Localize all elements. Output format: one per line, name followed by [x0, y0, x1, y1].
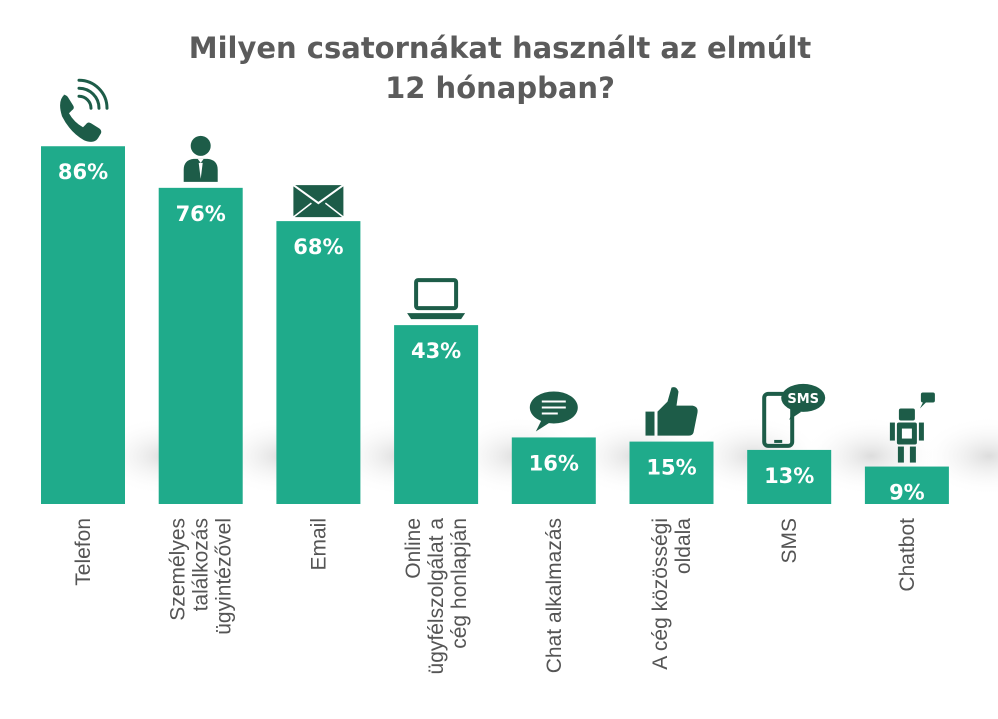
bar: [158, 187, 243, 504]
chart-title-line-2: 12 hónapban?: [385, 71, 615, 105]
value-label: 16%: [529, 451, 579, 475]
value-label: 15%: [646, 456, 696, 480]
category-label: Chatbot: [896, 518, 919, 592]
category-label: Chat alkalmazás: [543, 518, 566, 673]
category-label-line: oldala: [672, 518, 695, 574]
category-label: Online ügyfélszolgálat a cég honlapján: [402, 518, 471, 675]
category-label-line: Személyes: [167, 518, 190, 621]
phone-icon: [60, 78, 109, 142]
category-label-line: A cég közösségi: [649, 518, 672, 670]
chart-title-line-1: Milyen csatornákat használt az elmúlt: [188, 31, 812, 65]
value-label: 9%: [889, 481, 925, 505]
sms-icon-text: SMS: [787, 392, 819, 407]
value-label: 43%: [411, 339, 461, 363]
category-label: Telefon: [72, 518, 95, 586]
category-label-line: cég honlapján: [448, 518, 471, 649]
bar: [41, 146, 125, 505]
value-label: 76%: [176, 202, 226, 226]
bars-layer: [41, 146, 949, 505]
bar: [394, 325, 479, 504]
value-label: 13%: [764, 464, 814, 488]
category-label-line: Online: [402, 518, 425, 579]
category-label-line: ügyintézővel: [213, 518, 236, 635]
labels-layer: 86% Telefon 76% Személyes találkozás ügyintéz…: [58, 160, 925, 674]
person-icon: [183, 135, 218, 182]
category-label: A cég közösségi oldala: [649, 518, 695, 670]
category-label-line: Email: [307, 518, 330, 571]
category-label-line: ügyfélszolgálat a: [425, 518, 448, 675]
bar: [629, 441, 714, 504]
category-label-line: Chat alkalmazás: [543, 518, 566, 673]
category-label-line: Telefon: [72, 518, 95, 586]
category-label-line: SMS: [778, 518, 801, 564]
category-label: Email: [307, 518, 330, 571]
envelope-icon: [292, 184, 344, 218]
value-label: 86%: [58, 160, 108, 184]
chart-title: Milyen csatornákat használt az elmúlt 12…: [150, 28, 850, 108]
category-label: Személyes találkozás ügyintézővel: [167, 518, 236, 635]
thumbs-up-icon: [645, 387, 698, 436]
value-label: 68%: [293, 235, 343, 259]
category-label-line: Chatbot: [896, 518, 919, 592]
sms-phone-icon: SMS: [762, 383, 826, 448]
robot-icon: [889, 392, 935, 463]
bar: [511, 437, 596, 504]
chat-bubble-icon: [529, 391, 578, 432]
bar: [747, 449, 832, 504]
icons-layer: SMS: [60, 78, 935, 463]
category-label: SMS: [778, 518, 801, 564]
laptop-icon: [407, 278, 466, 320]
bar: [864, 466, 949, 504]
category-label-line: találkozás: [190, 518, 213, 611]
bar: [276, 221, 361, 504]
